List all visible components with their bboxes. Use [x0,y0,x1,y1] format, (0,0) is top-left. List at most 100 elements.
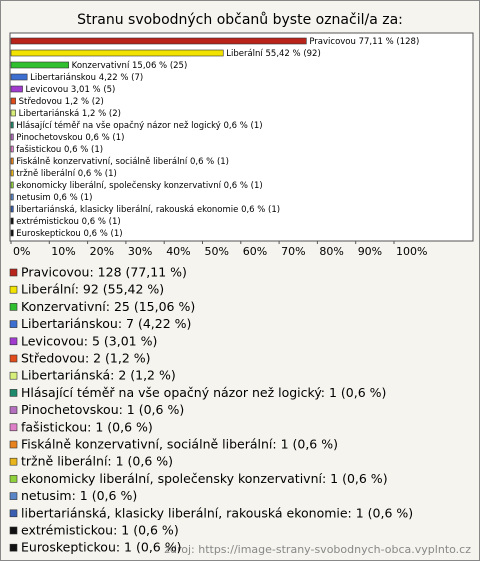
legend-label: Hlásající téměř na vše opačný názor než … [21,385,386,400]
x-tick-label: 80% [319,245,343,258]
legend-swatch [9,509,18,518]
bar-category: Středovou [19,97,62,107]
legend-swatch [9,526,18,535]
legend-label: fašistickou: 1 (0,6 %) [21,419,153,434]
bar [10,49,224,57]
bar-value-label: 0,6 % (1) [224,121,263,131]
bar-value-label: 1,2 % (2) [65,97,104,107]
legend-swatch [9,303,18,311]
x-tick-label: 100% [396,245,427,258]
bar-label: libertariánská, klasicky liberální, rako… [16,205,280,215]
legend-swatch [9,406,18,414]
bar-label: Levicovou 3,01 % (5) [26,85,116,95]
x-tick-label: 40% [166,245,190,258]
legend-label: Středovou: 2 (1,2 %) [21,351,151,366]
bar [10,37,307,45]
bar-label: tržně liberální 0,6 % (1) [16,169,117,179]
legend-swatch [9,457,18,466]
bar-label: ekonomicky liberální, společensky konzer… [16,180,262,191]
bar-category: Pravicovou [309,37,356,47]
legend-label: Pravicovou: 128 (77,11 %) [21,265,187,280]
source: zdroj: https://image-strany-svobodnych-o… [164,543,471,556]
bar-value-label: 0,6 % (1) [53,193,92,203]
bar-value-label: 77,11 % (128) [359,37,420,47]
legend-label: Pinochetovskou: 1 (0,6 %) [21,402,184,417]
bar-category: extrémistickou [16,216,79,227]
bar-value-label: 0,6 % (1) [224,181,263,191]
bar-label: Středovou 1,2 % (2) [19,97,104,107]
bar-value-label: 0,6 % (1) [190,157,229,167]
legend-swatch [9,543,18,552]
bar-value-label: 3,01 % (5) [71,85,115,95]
legend-swatch [9,389,18,397]
legend-swatch [9,320,18,328]
x-tick-label: 10% [51,245,75,258]
bar-label: Fiskálně konzervativní, sociálně liberál… [16,157,229,167]
bar-value-label: 0,6 % (1) [85,133,124,143]
bar-label: Libertariánská 1,2 % (2) [19,109,121,119]
bar-label: Konzervativní 15,06 % (25) [72,61,188,71]
bar-label: netusim 0,6 % (1) [16,193,92,203]
bar-category: libertariánská, klasicky liberální, rako… [16,205,238,215]
legend-label: tržně liberální: 1 (0,6 %) [21,454,173,469]
legend-label: Levicovou: 5 (3,01 %) [21,333,157,348]
bar-category: tržně liberální [16,169,75,179]
bar-label: Hlásající téměř na vše opačný názor než … [16,120,262,131]
bar-value-label: 55,42 % (92) [266,49,321,59]
legend-swatch [9,492,18,500]
bar [10,97,16,105]
bar-category: ekonomicky liberální, společensky konzer… [16,180,221,191]
bar [10,193,14,201]
legend-swatch [9,285,18,294]
bar-label: extrémistickou 0,6 % (1) [16,216,120,227]
bar [10,85,23,93]
bar [10,217,14,225]
bar-category: Levicovou [26,85,69,95]
bar [10,157,14,165]
legend-label: Liberální: 92 (55,42 %) [21,282,164,297]
bar-category: netusim [16,193,50,203]
legend-label: Konzervativní: 25 (15,06 %) [21,299,195,314]
bar-category: Fiskálně konzervativní, sociálně liberál… [16,157,188,167]
bar [10,169,14,177]
bar-category: fašistickou [16,144,61,155]
bar-label: Euroskeptickou 0,6 % (1) [16,229,122,239]
bar-value-label: 0,6 % (1) [82,217,121,227]
bar-value-label: 4,22 % (7) [99,73,143,83]
legend-swatch [9,354,18,363]
bar [10,61,69,69]
bar-label: Liberální 55,42 % (92) [226,49,321,59]
bar-category: Libertariánskou [30,73,96,83]
legend-swatch [9,440,18,449]
legend-label: netusim: 1 (0,6 %) [21,488,137,503]
bar [10,121,14,129]
plot-area [9,32,474,242]
bar [10,205,14,213]
bar-category: Konzervativní [72,61,130,71]
chart-title: Stranu svobodných občanů byste označil/a… [77,12,403,28]
bar-category: Liberální [226,49,263,59]
bar-category: Libertariánská [19,109,80,119]
bar-value-label: 0,6 % (1) [241,205,280,215]
bar-value-label: 0,6 % (1) [64,145,103,155]
bar [10,145,14,153]
bar-label: fašistickou 0,6 % (1) [16,144,103,155]
legend-label: Libertariánská: 2 (1,2 %) [21,368,176,383]
x-tick-label: 0% [13,245,30,258]
legend-label: ekonomicky liberální, společensky konzer… [21,471,388,486]
legend-swatch [9,337,18,346]
x-tick-label: 20% [90,245,114,258]
bar-value-label: 15,06 % (25) [132,61,187,71]
bar-label: Pravicovou 77,11 % (128) [309,37,419,47]
bar-category: Hlásající téměř na vše opačný názor než … [16,120,221,131]
legend-label: libertariánská, klasicky liberální, rako… [21,505,413,520]
bar-label: Pinochetovskou 0,6 % (1) [16,133,124,143]
bar-value-label: 0,6 % (1) [84,229,123,239]
legend-label: Euroskeptickou: 1 (0,6 %) [21,540,181,555]
legend-swatch [9,268,18,277]
bar [10,109,16,117]
x-tick-label: 30% [128,245,152,258]
legend-swatch [9,371,18,380]
